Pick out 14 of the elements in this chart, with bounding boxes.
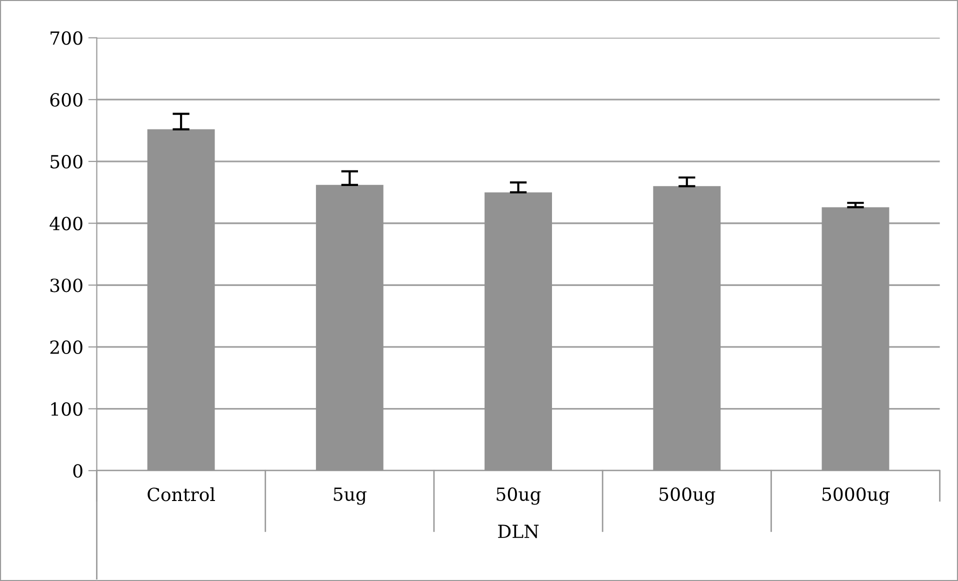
- y-tick-label: 200: [50, 340, 82, 354]
- x-tick-label: 500ug: [660, 487, 716, 505]
- y-tick-label: 300: [50, 278, 82, 292]
- x-tick-label: 5000ug: [822, 487, 890, 505]
- y-tick-label: 0: [73, 464, 82, 478]
- x-tick-label: 5ug: [334, 488, 366, 505]
- x-axis-title: DLN: [498, 524, 539, 538]
- y-tick-label: 400: [50, 216, 82, 230]
- y-tick-label: 500: [50, 154, 82, 169]
- y-tick-label: 100: [51, 402, 82, 416]
- y-tick-label: 600: [50, 93, 82, 107]
- x-tick-label: 50ug: [496, 487, 541, 505]
- x-tick-label: Control: [148, 487, 215, 502]
- y-tick-label: 700: [50, 31, 82, 45]
